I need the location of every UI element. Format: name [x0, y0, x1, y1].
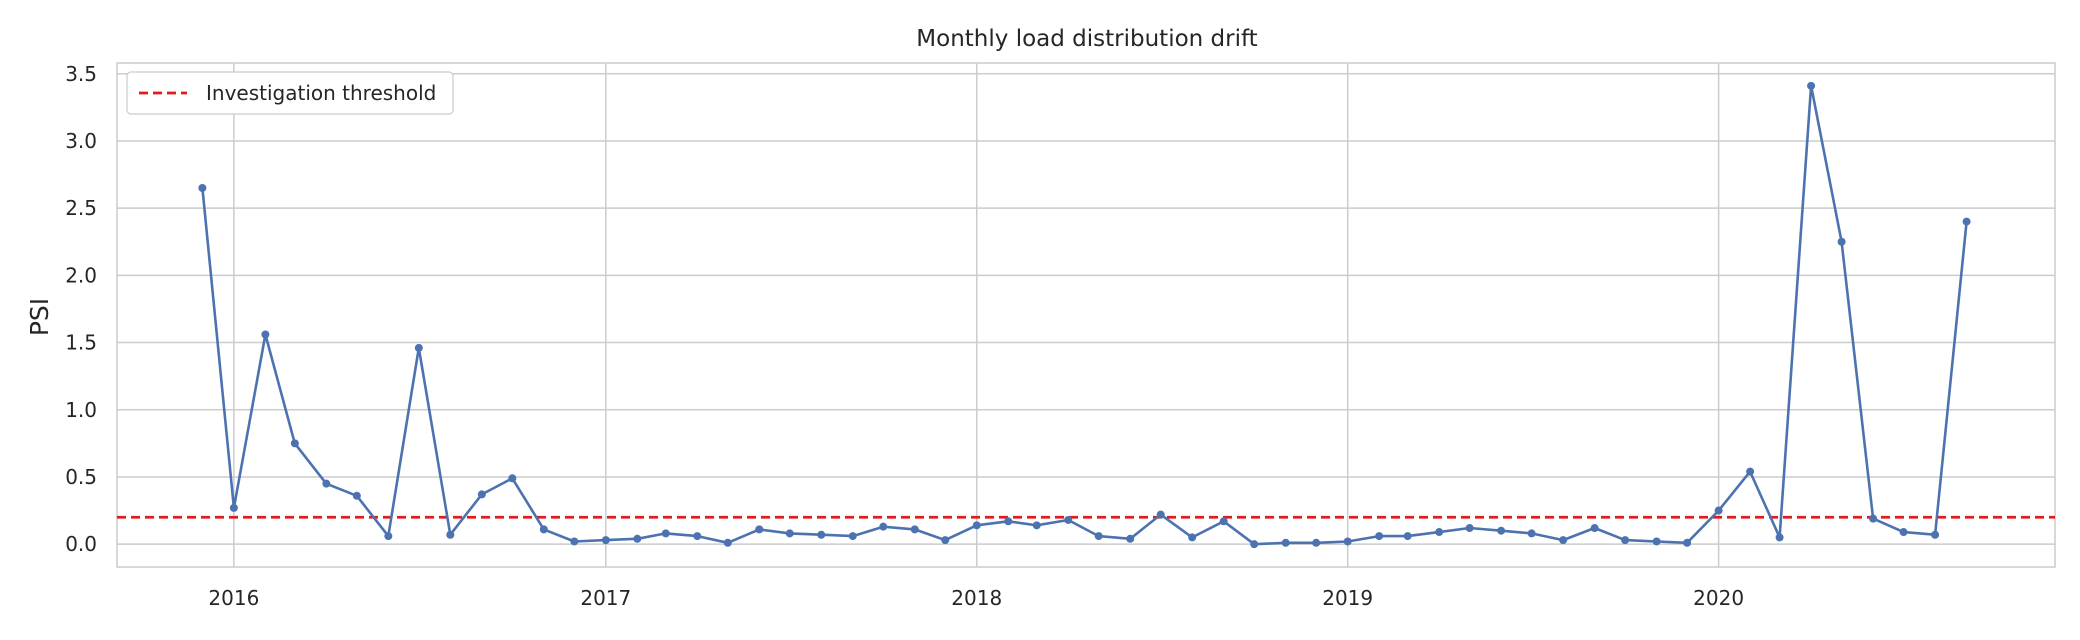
- chart-title: Monthly load distribution drift: [916, 26, 1257, 52]
- data-point: [1219, 517, 1228, 526]
- data-point: [1188, 533, 1197, 542]
- data-point: [1714, 506, 1723, 515]
- data-point: [322, 479, 331, 488]
- data-point: [1807, 81, 1816, 90]
- data-point: [972, 521, 981, 530]
- data-point: [1527, 529, 1536, 538]
- data-point: [1683, 538, 1692, 547]
- data-point: [941, 536, 950, 545]
- data-point: [1375, 532, 1384, 541]
- data-point: [198, 183, 207, 192]
- y-tick-label: 2.5: [65, 196, 97, 220]
- data-point: [1559, 536, 1568, 545]
- data-point: [290, 439, 299, 448]
- data-point: [1032, 521, 1041, 530]
- x-tick-label: 2020: [1693, 586, 1744, 610]
- data-point: [539, 525, 548, 534]
- data-point: [661, 529, 670, 538]
- x-axis-ticks: 2016 2017 2018 2019 2020: [208, 586, 1744, 610]
- data-point: [1004, 517, 1013, 526]
- data-point: [1126, 534, 1135, 543]
- y-tick-label: 2.0: [65, 263, 97, 287]
- data-point: [384, 532, 393, 541]
- data-point: [1250, 540, 1259, 549]
- x-tick-label: 2019: [1322, 586, 1373, 610]
- data-point: [723, 538, 732, 547]
- data-point: [1403, 532, 1412, 541]
- data-point: [1281, 538, 1290, 547]
- data-point: [910, 525, 919, 534]
- data-point: [879, 522, 888, 531]
- data-point: [414, 343, 423, 352]
- data-point: [755, 525, 764, 534]
- data-point: [848, 532, 857, 541]
- data-point: [1746, 467, 1755, 476]
- data-point: [477, 490, 486, 499]
- y-tick-label: 1.0: [65, 398, 97, 422]
- data-point: [1465, 524, 1474, 533]
- y-axis-ticks: 0.0 0.5 1.0 1.5 2.0 2.5 3.0 3.5: [65, 62, 97, 556]
- data-point: [1962, 217, 1971, 226]
- data-point: [570, 537, 579, 546]
- y-tick-label: 0.0: [65, 532, 97, 556]
- x-tick-label: 2016: [208, 586, 259, 610]
- data-point: [1497, 526, 1506, 535]
- data-point: [1775, 533, 1784, 542]
- data-point: [1621, 536, 1630, 545]
- data-point: [1899, 528, 1908, 537]
- y-tick-label: 3.0: [65, 129, 97, 153]
- data-point: [1590, 524, 1599, 533]
- data-point: [1094, 532, 1103, 541]
- data-point: [261, 330, 270, 339]
- data-point: [817, 530, 826, 539]
- plot-frame: [116, 62, 2056, 568]
- y-tick-label: 0.5: [65, 465, 97, 489]
- series-line: [201, 84, 1968, 546]
- data-point: [785, 529, 794, 538]
- data-point: [446, 530, 455, 539]
- grid: [117, 63, 2055, 567]
- x-tick-label: 2018: [951, 586, 1002, 610]
- data-point: [693, 532, 702, 541]
- legend-label-threshold: Investigation threshold: [206, 81, 436, 105]
- data-point: [1343, 537, 1352, 546]
- data-point: [1312, 538, 1321, 547]
- data-point: [1931, 530, 1940, 539]
- y-tick-label: 3.5: [65, 62, 97, 86]
- data-point: [1869, 514, 1878, 523]
- y-axis-label: PSI: [25, 298, 54, 336]
- x-tick-label: 2017: [580, 586, 631, 610]
- data-point: [229, 503, 238, 512]
- data-point: [633, 534, 642, 543]
- data-point: [352, 491, 361, 500]
- data-point: [508, 474, 517, 483]
- data-point: [1064, 515, 1073, 524]
- legend-box: [126, 71, 454, 115]
- data-point: [1652, 537, 1661, 546]
- data-point: [1435, 528, 1444, 537]
- data-point: [1837, 237, 1846, 246]
- series-group: [198, 81, 1971, 549]
- y-tick-label: 1.5: [65, 331, 97, 355]
- data-point: [1156, 510, 1165, 519]
- data-point: [601, 536, 610, 545]
- legend: Investigation threshold: [126, 71, 454, 115]
